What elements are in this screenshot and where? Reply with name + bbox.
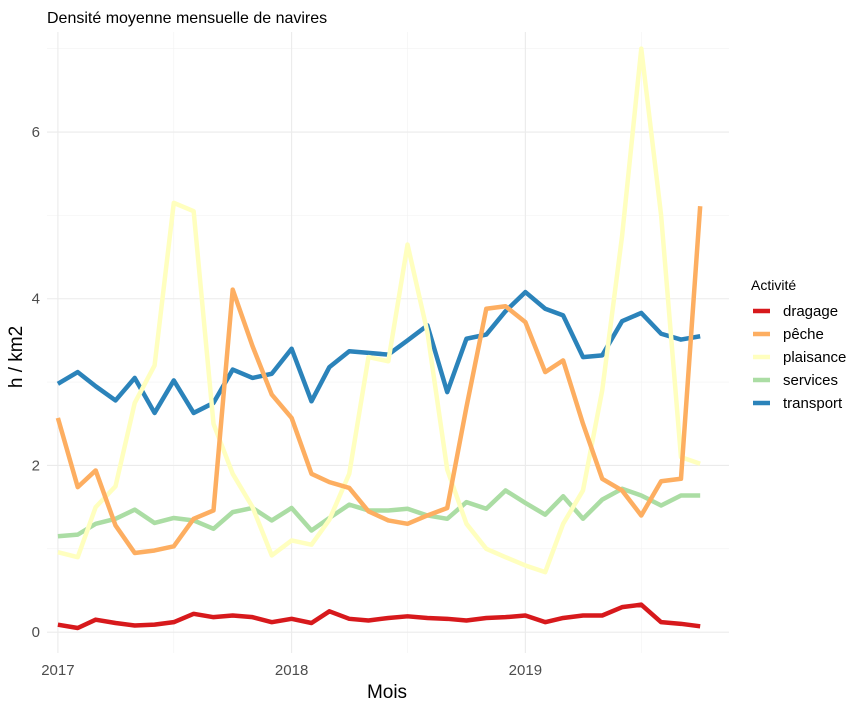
series-line-pêche [55, 206, 703, 556]
legend-label-plaisance: plaisance [783, 349, 846, 366]
x-axis-ticks: 2017 2018 2019 [41, 662, 542, 679]
series-line-services [57, 486, 701, 539]
series-line-plaisance [57, 46, 701, 575]
y-axis-ticks: 0 2 4 6 [32, 124, 40, 641]
x-axis-title: Mois [367, 682, 407, 703]
series-lines [55, 46, 703, 631]
legend: Activité dragage pêche plaisance services tr… [751, 277, 846, 412]
legend-label-transport: transport [783, 395, 843, 412]
y-tick-label: 4 [32, 291, 40, 308]
x-tick-label: 2019 [509, 662, 542, 679]
series-line-transport [56, 289, 701, 416]
y-axis-title: h / km2 [6, 326, 27, 388]
legend-label-services: services [783, 372, 838, 389]
legend-label-pêche: pêche [783, 326, 824, 343]
legend-items: dragage pêche plaisance services transport [753, 303, 846, 412]
series-line-dragage [57, 602, 701, 631]
x-tick-label: 2017 [41, 662, 74, 679]
legend-label-dragage: dragage [783, 303, 838, 320]
y-tick-label: 0 [32, 624, 40, 641]
legend-title: Activité [751, 277, 796, 293]
chart-title: Densité moyenne mensuelle de navires [47, 10, 327, 27]
grid [47, 32, 729, 653]
y-tick-label: 2 [32, 457, 40, 474]
y-tick-label: 6 [32, 124, 40, 141]
x-tick-label: 2018 [275, 662, 308, 679]
